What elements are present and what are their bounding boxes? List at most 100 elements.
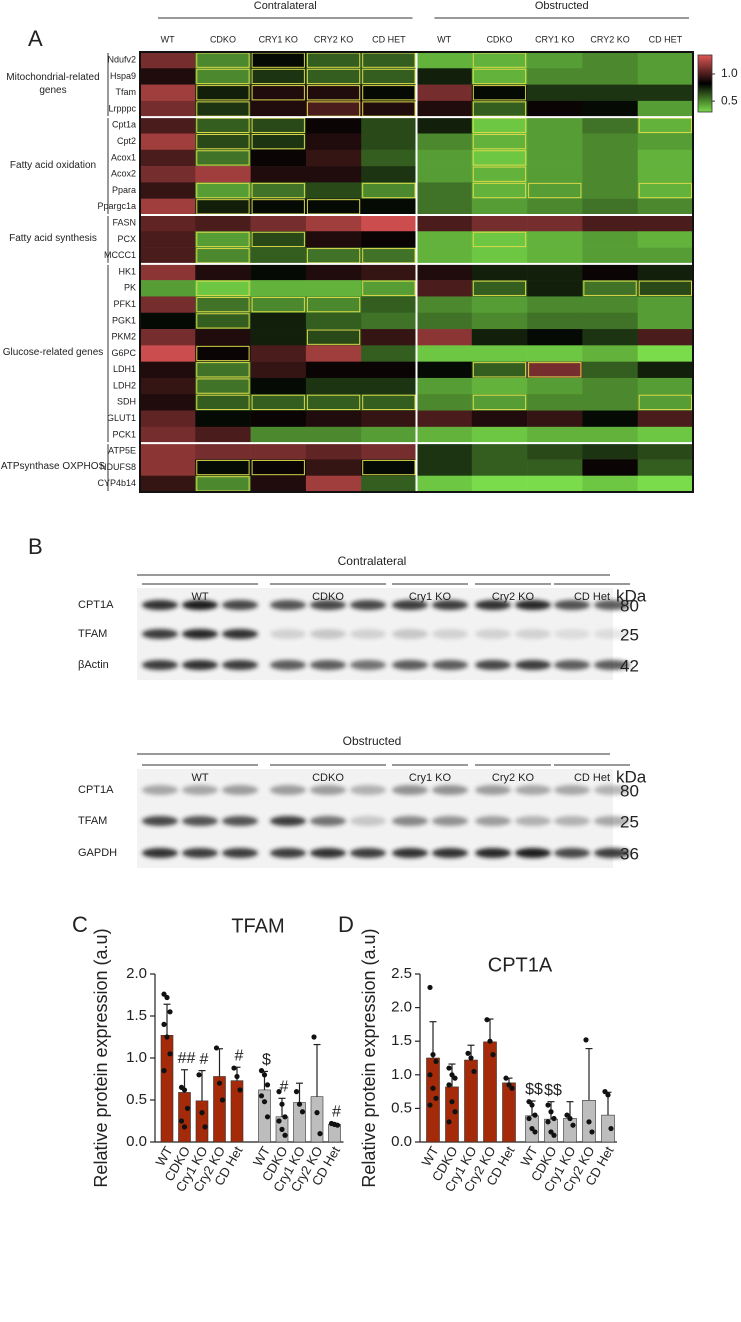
heatmap-cell: [195, 166, 251, 183]
heatmap-cell: [250, 52, 307, 69]
heatmap-cell: [471, 133, 528, 151]
significance-label: $$: [525, 1081, 543, 1098]
significance-box: [196, 280, 250, 296]
heatmap-cell: [416, 182, 473, 199]
heatmap-cell: [361, 475, 417, 493]
heatmap-cell: [471, 117, 528, 134]
heatmap-cell: [305, 475, 362, 493]
blot-band: [270, 785, 306, 795]
y-tick-label: 1.5: [126, 1007, 147, 1024]
group-label-box: Fatty acid oxidation: [10, 160, 96, 171]
heatmap-cell: [195, 263, 251, 281]
blot-band: [222, 600, 258, 610]
data-point: [161, 991, 167, 997]
blot-row-label: CPT1A: [78, 784, 114, 796]
heatmap-cell: [416, 84, 473, 102]
data-point: [282, 1132, 288, 1138]
blot-band: [475, 816, 511, 826]
blot-band: [270, 816, 306, 826]
heatmap-cell: [582, 459, 638, 477]
heatmap-cell: [582, 377, 638, 395]
heatmap-cell: [140, 426, 196, 444]
heatmap-cell: [361, 149, 417, 167]
heatmap-cell: [582, 394, 638, 411]
heatmap-cell: [582, 280, 638, 297]
heatmap-cell: [250, 100, 307, 118]
heatmap-cell: [637, 198, 694, 216]
column-label: CD HET: [649, 34, 683, 44]
bar: [195, 1100, 209, 1143]
blot-band: [594, 785, 630, 795]
group-label: Glucose-related genes: [2, 347, 104, 359]
blot-band: [310, 660, 346, 670]
heatmap-cell: [140, 394, 196, 411]
heatmap-cell: [471, 410, 528, 428]
data-point: [167, 1009, 173, 1015]
blot-band: [270, 848, 306, 858]
heatmap-cell: [527, 361, 583, 379]
blot-band: [270, 660, 306, 670]
blot-band: [594, 660, 630, 670]
significance-box: [251, 459, 305, 476]
blot-band: [554, 660, 590, 670]
blot-band: [392, 785, 428, 795]
heatmap-cell: [195, 377, 251, 395]
heatmap-cell: [250, 198, 307, 216]
row-label: Hspa9: [110, 71, 136, 81]
data-point: [299, 1109, 306, 1115]
heatmap-cell: [195, 133, 251, 151]
lane-group-label: Cry2 KO: [492, 591, 535, 603]
heatmap-cell: [416, 149, 473, 167]
data-point: [608, 1125, 614, 1132]
data-point: [545, 1102, 551, 1108]
blot-band: [310, 785, 346, 795]
data-point: [529, 1125, 535, 1132]
data-point: [282, 1114, 288, 1120]
heatmap-cell: [527, 149, 583, 167]
bar: [213, 1076, 226, 1143]
data-point: [545, 1119, 551, 1125]
column-label: CDKO: [210, 34, 236, 44]
significance-box: [472, 150, 527, 166]
y-tick-label: 0.5: [391, 1099, 412, 1116]
heatmap-cell: [527, 231, 583, 248]
data-point: [449, 1099, 455, 1105]
blot-row-label: βActin: [78, 659, 109, 671]
heatmap-cell: [416, 247, 473, 265]
data-point: [526, 1115, 532, 1122]
significance-box: [196, 394, 250, 411]
blot-band: [350, 600, 386, 610]
data-point: [311, 1034, 317, 1040]
significance-box: [472, 280, 527, 296]
data-point: [219, 1097, 226, 1103]
heatmap-cell: [416, 52, 473, 69]
heatmap-cell: [471, 84, 528, 102]
group-label-box: Fatty acid synthesis: [9, 233, 97, 244]
blot-band: [182, 816, 218, 826]
data-point: [264, 1114, 271, 1120]
heatmap-cell: [471, 149, 528, 167]
heatmap-cell: [582, 361, 638, 379]
heatmap-cell: [471, 182, 528, 199]
heatmap-cell: [471, 198, 528, 216]
column-label: CDKO: [486, 34, 512, 44]
heatmap-cell: [582, 231, 638, 248]
significance-box: [251, 68, 305, 85]
heatmap-cell: [305, 263, 362, 281]
heatmap-cell: [250, 68, 307, 85]
heatmap-cell: [527, 426, 583, 444]
blot-band: [475, 600, 511, 610]
data-point: [506, 1082, 512, 1088]
heatmap-cell: [195, 84, 251, 102]
blot-band: [515, 785, 551, 795]
heatmap-cell: [140, 410, 196, 428]
heatmap-cell: [195, 182, 251, 199]
blot-band: [310, 629, 346, 639]
heatmap-cell: [305, 296, 362, 314]
group-label-box: Mitochondrial-related genes: [6, 72, 99, 96]
heatmap-cell: [471, 166, 528, 183]
blot-band: [392, 660, 428, 670]
data-point: [529, 1102, 535, 1108]
bar: [563, 1118, 577, 1143]
row-label: G6PC: [111, 348, 136, 358]
